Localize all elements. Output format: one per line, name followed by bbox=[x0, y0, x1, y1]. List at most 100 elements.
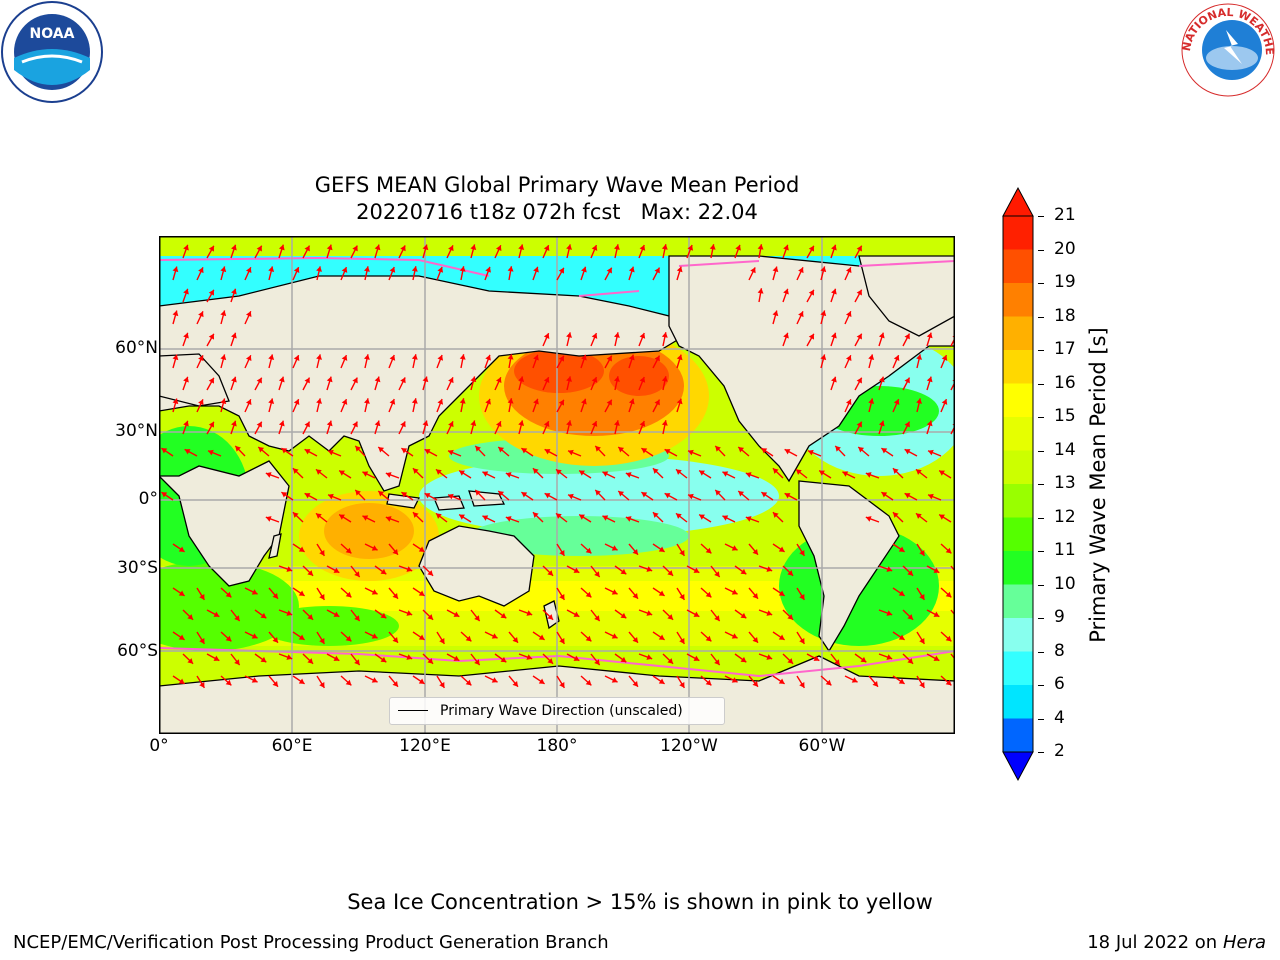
wave-arrow-head bbox=[333, 567, 340, 573]
wave-arrow-head bbox=[485, 266, 491, 273]
colorbar-tick-label: 16 bbox=[1054, 372, 1076, 393]
wave-arrow-head bbox=[172, 398, 179, 405]
wave-arrow-head bbox=[316, 354, 322, 360]
wave-arrow-head bbox=[641, 448, 648, 454]
wave-arrow-head bbox=[738, 491, 745, 497]
wave-arrow-head bbox=[315, 513, 322, 519]
wave-arrow-head bbox=[231, 420, 237, 427]
wave-arrow-head bbox=[286, 610, 293, 616]
wave-arrow-head bbox=[731, 589, 738, 595]
wave-arrow-head bbox=[926, 376, 933, 383]
wave-arrow-head bbox=[865, 472, 872, 478]
wave-arrow-head bbox=[842, 471, 849, 477]
wave-arrow-head bbox=[795, 469, 802, 475]
wave-arrow-head bbox=[371, 633, 378, 639]
wave-arrow-head bbox=[278, 376, 285, 383]
wave-arrow-head bbox=[658, 546, 665, 552]
wave-arrow-head bbox=[851, 677, 858, 683]
wave-arrow-head bbox=[292, 512, 299, 518]
wave-arrow-head bbox=[705, 591, 712, 598]
wave-arrow-head bbox=[453, 611, 460, 617]
wave-arrow-head bbox=[199, 594, 205, 600]
wave-arrow-head bbox=[585, 547, 592, 554]
wave-arrow-head bbox=[661, 244, 668, 250]
wave-arrow-head bbox=[465, 679, 472, 686]
colorbar-tick-mark bbox=[1038, 249, 1044, 251]
wave-arrow-head bbox=[591, 377, 598, 383]
wave-arrow-head bbox=[614, 376, 620, 382]
wave-arrow bbox=[950, 565, 955, 573]
wave-arrow-head bbox=[878, 420, 885, 427]
wave-arrow-head bbox=[380, 568, 387, 575]
y-tick-60s: 60°S bbox=[117, 641, 158, 661]
wave-arrow-head bbox=[507, 266, 514, 272]
wave-arrow-head bbox=[688, 493, 694, 500]
colorbar-tick-label: 12 bbox=[1054, 506, 1076, 527]
colorbar-tick-mark bbox=[1038, 517, 1044, 519]
wave-arrow-head bbox=[328, 493, 334, 500]
colorbar-segment bbox=[1003, 283, 1033, 317]
wave-arrow-head bbox=[518, 244, 525, 250]
wave-arrow-head bbox=[602, 471, 609, 477]
wave-arrow-head bbox=[594, 571, 600, 578]
australia bbox=[418, 525, 535, 607]
wave-arrow-head bbox=[161, 448, 168, 454]
wave-arrow-head bbox=[326, 244, 333, 251]
wave-arrow-head bbox=[412, 468, 419, 474]
wave-arrow-head bbox=[418, 634, 425, 640]
wave-arrow-head bbox=[941, 355, 948, 361]
wave-arrow-head bbox=[518, 376, 525, 382]
colorbar-under-arrow bbox=[1002, 751, 1034, 782]
wave-arrow-head bbox=[658, 590, 665, 596]
wave-arrow-head bbox=[919, 638, 925, 644]
x-tick-120e: 120°E bbox=[399, 736, 451, 756]
land-masses bbox=[159, 255, 955, 734]
wave-arrow-head bbox=[595, 489, 601, 496]
wave-arrow-head bbox=[319, 594, 325, 600]
wave-arrow-head bbox=[856, 333, 862, 340]
eurasia bbox=[159, 275, 685, 492]
colorbar-segment bbox=[1003, 584, 1033, 619]
wave-arrow-head bbox=[928, 449, 934, 456]
wave-arrow-head bbox=[620, 612, 627, 619]
wave-arrow-head bbox=[526, 654, 533, 660]
wave-arrow-head bbox=[573, 567, 580, 573]
wave-arrow-head bbox=[231, 376, 237, 383]
wave-arrow-head bbox=[618, 447, 625, 453]
wave-arrow-head bbox=[872, 680, 878, 687]
wave-arrow-head bbox=[448, 245, 454, 252]
wave-arrow-head bbox=[835, 445, 841, 452]
colorbar-tick-mark bbox=[1038, 216, 1044, 217]
wave-arrow-head bbox=[400, 377, 406, 384]
wave-arrow-head bbox=[856, 289, 862, 296]
wave-arrow-head bbox=[234, 615, 240, 622]
wave-arrow-head bbox=[401, 492, 408, 498]
wave-arrow-head bbox=[675, 469, 682, 475]
wave-arrow-head bbox=[705, 679, 712, 686]
wave-arrow-head bbox=[474, 659, 480, 666]
wave-arrow-head bbox=[392, 592, 398, 599]
wave-arrow-head bbox=[831, 332, 837, 339]
colorbar-tick-label: 15 bbox=[1054, 406, 1076, 426]
wave-arrow-head bbox=[547, 658, 554, 664]
wave-arrow-head bbox=[424, 493, 431, 499]
wave-arrow-head bbox=[591, 333, 598, 339]
wave-arrow-head bbox=[745, 516, 752, 522]
wave-arrow-head bbox=[161, 492, 168, 498]
colorbar-over-arrow bbox=[1002, 186, 1034, 217]
colorbar-tick-mark bbox=[1038, 383, 1044, 385]
colorbar-tick-label: 20 bbox=[1054, 238, 1076, 259]
wave-arrow-head bbox=[245, 311, 252, 318]
wave-arrow-head bbox=[256, 421, 262, 428]
wave-arrow-head bbox=[453, 655, 460, 661]
wave-arrow-head bbox=[652, 468, 659, 474]
wave-arrow-head bbox=[798, 311, 804, 318]
wave-arrow-head bbox=[362, 471, 369, 477]
wave-arrow-head bbox=[543, 377, 550, 383]
wave-arrow-head bbox=[945, 591, 952, 598]
wave-arrow-head bbox=[740, 656, 747, 663]
wave-arrow-head bbox=[778, 546, 785, 552]
wave-arrow-head bbox=[652, 512, 659, 518]
wave-arrow-head bbox=[581, 398, 587, 405]
wave-arrow-head bbox=[799, 550, 805, 556]
